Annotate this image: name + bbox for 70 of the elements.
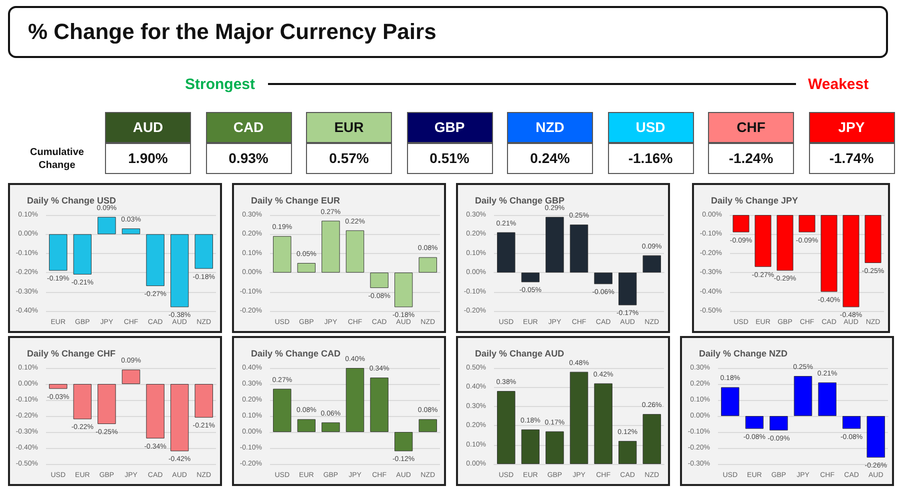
bar — [322, 220, 340, 273]
bar — [618, 440, 637, 464]
bar — [346, 368, 364, 432]
bar — [98, 216, 116, 234]
chart-title: Daily % Change USD — [27, 196, 117, 206]
bar — [49, 234, 68, 271]
chart-title: Daily % Change AUD — [475, 348, 565, 358]
text: 0.24% — [530, 150, 570, 166]
bar — [546, 216, 564, 273]
text: Weakest — [808, 76, 869, 93]
bar — [73, 234, 92, 275]
bar — [745, 416, 764, 429]
bar — [273, 388, 292, 432]
bar — [170, 234, 189, 308]
bar — [273, 236, 292, 273]
text: -1.74% — [829, 150, 874, 166]
category-label: GBP — [406, 112, 492, 143]
chart-title: Daily % Change EUR — [251, 196, 341, 206]
bar — [346, 230, 364, 273]
chart-title: Daily % Change GBP — [475, 196, 565, 206]
bar — [394, 272, 413, 308]
bar — [394, 432, 413, 452]
bar — [794, 376, 812, 416]
text: 1.90% — [128, 150, 168, 166]
bar — [546, 431, 564, 464]
text: -1.24% — [728, 150, 774, 166]
bar — [497, 391, 516, 464]
text: Cumulative Change — [29, 146, 85, 172]
bar — [594, 383, 612, 464]
chart-title: Daily % Change CHF — [27, 348, 116, 358]
text: Strongest — [185, 76, 256, 93]
bar — [146, 234, 164, 286]
bar — [594, 272, 612, 284]
bar — [770, 416, 788, 430]
category-label: CHF — [708, 112, 794, 143]
bar — [618, 272, 637, 306]
bar — [418, 257, 437, 273]
chart-title: Daily % Change JPY — [711, 196, 798, 206]
bar — [418, 419, 437, 432]
bar — [721, 387, 740, 416]
bar — [521, 272, 540, 282]
bar — [642, 414, 661, 464]
bar — [122, 228, 140, 234]
category-label: EUR — [306, 112, 392, 143]
bar — [370, 272, 388, 288]
bar — [194, 234, 213, 269]
category-label: CAD — [206, 112, 292, 143]
bar — [866, 416, 885, 458]
text: % Change for the Major Currency Pairs — [8, 6, 888, 58]
category-label: NZD — [507, 112, 593, 143]
category-label: USD — [608, 112, 694, 143]
bar — [818, 382, 836, 416]
text: 0.51% — [430, 150, 470, 166]
bar — [570, 372, 588, 464]
text: -1.16% — [628, 150, 673, 166]
text: 0.93% — [228, 150, 268, 166]
bar — [370, 378, 388, 432]
bar — [497, 232, 516, 273]
bar — [322, 422, 340, 432]
category-label: JPY — [808, 112, 894, 143]
category-label: AUD — [105, 112, 191, 143]
text: 0.57% — [329, 150, 369, 166]
bar — [642, 255, 661, 273]
chart-title: Daily % Change NZD — [699, 348, 788, 358]
bar — [297, 263, 316, 273]
chart-title: Daily % Change CAD — [251, 348, 342, 358]
bar — [297, 419, 316, 432]
bar — [521, 429, 540, 464]
bar — [842, 416, 861, 429]
bar — [570, 224, 588, 273]
